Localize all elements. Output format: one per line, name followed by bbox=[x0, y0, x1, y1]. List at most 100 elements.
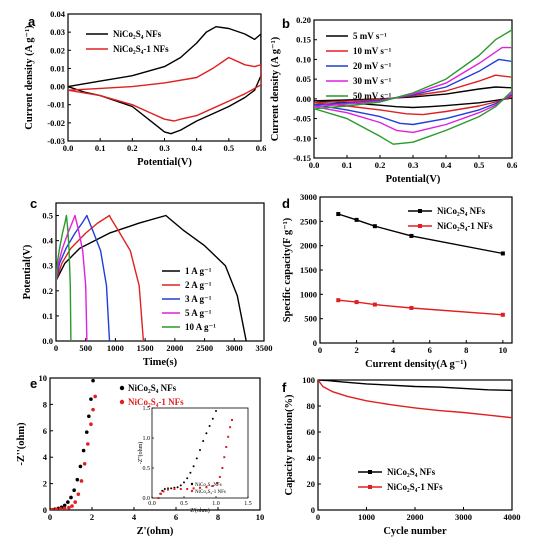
series-d-0 bbox=[336, 212, 505, 256]
inset-y-tick-label: 0.5 bbox=[143, 466, 151, 472]
y-tick-label: 0.1 bbox=[42, 311, 53, 321]
y-tick-label: 0 bbox=[311, 505, 315, 515]
y-tick-label: 60 bbox=[307, 427, 316, 437]
x-tick-label: 3500 bbox=[256, 343, 273, 353]
inset-x-axis-label: Z'(ohm) bbox=[190, 507, 209, 514]
legend-label: 10 A g⁻¹ bbox=[185, 322, 216, 332]
data-point bbox=[409, 233, 414, 238]
y-axis-label: -Z''(ohm) bbox=[16, 422, 27, 466]
chart-panel-a: a 0.0 0.1 0.2 0.3 0.4 0.5 0.6 -0.03 -0.02 -0.01 0.0… bbox=[24, 9, 266, 168]
inset-data-point bbox=[159, 492, 162, 495]
x-tick-label: 0.5 bbox=[474, 160, 485, 170]
x-axis-label: Cycle number bbox=[383, 526, 447, 537]
y-tick-label: 0.02 bbox=[50, 45, 65, 55]
inset-data-point bbox=[173, 488, 176, 490]
y-tick-label: 0.4 bbox=[42, 236, 53, 246]
data-point bbox=[354, 300, 359, 305]
legend-label: NiCo₂S₄-1 NFs bbox=[437, 221, 493, 231]
x-tick-label: 2000 bbox=[407, 512, 424, 522]
x-tick-label: 3000 bbox=[226, 343, 243, 353]
legend-label: 30 mV s⁻¹ bbox=[353, 76, 392, 86]
series-e-0 bbox=[50, 378, 95, 510]
series-line bbox=[338, 213, 504, 255]
y-tick-label: -0.10 bbox=[293, 133, 311, 143]
y-tick-label: 0.3 bbox=[42, 261, 53, 271]
data-point bbox=[62, 503, 67, 508]
data-point bbox=[70, 504, 74, 508]
x-tick-label: 0.6 bbox=[256, 143, 267, 153]
data-point bbox=[84, 430, 89, 434]
x-tick-label: 0.5 bbox=[224, 143, 235, 153]
chart-panel-c: c 0 500 1000 1500 2000 2500 3000 3500 0.0 0.1 0.2 0.… bbox=[22, 196, 273, 368]
y-tick-label: 40 bbox=[307, 453, 316, 463]
legend-label: NiCo₂S₄-1 NFs bbox=[128, 397, 184, 407]
inset-data-point bbox=[163, 488, 166, 490]
legend-marker bbox=[119, 385, 125, 391]
data-point bbox=[67, 505, 71, 510]
legend-marker bbox=[418, 224, 422, 228]
legend-marker bbox=[119, 399, 125, 405]
series-line bbox=[56, 214, 247, 341]
inset-data-point bbox=[211, 417, 214, 420]
x-tick-label: 0.4 bbox=[191, 143, 202, 153]
inset-data-point bbox=[167, 488, 169, 491]
data-point bbox=[336, 212, 341, 217]
x-tick-label: 0.0 bbox=[63, 143, 74, 153]
y-tick-label: 3000 bbox=[300, 192, 317, 202]
y-tick-label: 0.0 bbox=[42, 336, 53, 346]
inset-data-point bbox=[192, 487, 195, 490]
series-line bbox=[338, 299, 503, 316]
inset-data-point bbox=[231, 419, 233, 421]
y-tick-label: 0.20 bbox=[296, 15, 311, 25]
series-c-4 bbox=[56, 214, 72, 341]
inset-data-point bbox=[192, 465, 195, 468]
x-tick-label: 1000 bbox=[358, 512, 375, 522]
x-tick-label: 0.2 bbox=[375, 160, 386, 170]
y-tick-label: -0.02 bbox=[47, 118, 65, 128]
inset-data-point bbox=[225, 446, 228, 448]
inset-frame bbox=[151, 407, 249, 499]
legend-label: 5 mV s⁻¹ bbox=[353, 31, 387, 41]
data-point bbox=[75, 477, 80, 482]
inset-data-point bbox=[229, 426, 232, 429]
panel-label-b: b bbox=[282, 16, 290, 31]
legend-label: 2 A g⁻¹ bbox=[185, 280, 212, 290]
x-tick-label: 2500 bbox=[196, 343, 213, 353]
x-tick-label: 4 bbox=[391, 345, 396, 355]
data-point bbox=[336, 298, 341, 303]
x-tick-label: 10 bbox=[256, 512, 265, 522]
x-tick-label: 0 bbox=[318, 345, 322, 355]
legend-label: 3 A g⁻¹ bbox=[185, 294, 212, 304]
y-tick-label: 0.05 bbox=[296, 74, 311, 84]
data-point bbox=[372, 302, 377, 307]
x-tick-label: 0.4 bbox=[441, 160, 452, 170]
inset-data-point bbox=[208, 425, 211, 427]
legend-label: NiCo₂S₄-1 NFs bbox=[387, 482, 443, 492]
y-axis-label: Capacity retention(%) bbox=[284, 394, 295, 495]
series-line bbox=[56, 214, 72, 341]
y-tick-label: 10 bbox=[39, 373, 48, 383]
x-tick-label: 1500 bbox=[137, 343, 154, 353]
inset-data-point bbox=[179, 484, 182, 487]
inset-data-point bbox=[189, 471, 192, 474]
y-tick-label: 0.5 bbox=[42, 211, 53, 221]
inset-data-point bbox=[195, 457, 198, 460]
data-point bbox=[50, 507, 54, 510]
data-point bbox=[354, 217, 359, 222]
series-line bbox=[56, 214, 111, 341]
inset-data-point bbox=[179, 488, 182, 490]
inset-data-point bbox=[215, 410, 217, 412]
x-tick-label: 10 bbox=[499, 345, 508, 355]
inset-data-point bbox=[221, 467, 224, 469]
data-point bbox=[66, 500, 70, 504]
data-point bbox=[89, 397, 93, 401]
y-tick-label: 0.00 bbox=[296, 94, 311, 104]
series-e-1 bbox=[50, 394, 97, 510]
data-point bbox=[93, 394, 97, 399]
inset-legend-label: NiCo₂S₄ NFs bbox=[195, 483, 222, 488]
legend-label: NiCo₂S₄-1 NFs bbox=[113, 44, 169, 54]
x-tick-label: 500 bbox=[79, 343, 92, 353]
series-b-4 bbox=[314, 29, 512, 145]
y-tick-label: 0.00 bbox=[50, 82, 65, 92]
inset-data-point bbox=[170, 487, 173, 490]
